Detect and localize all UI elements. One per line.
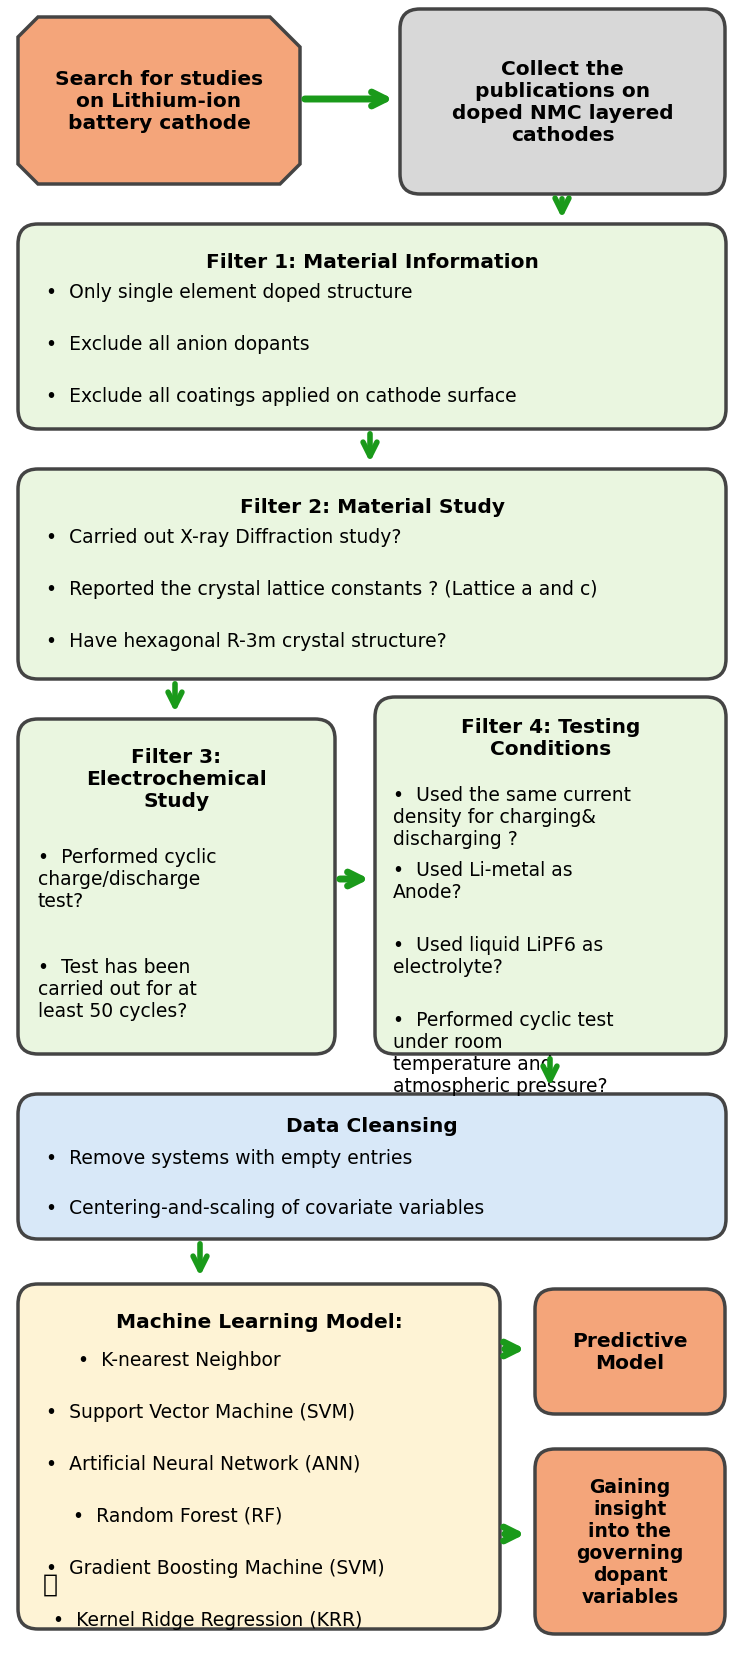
FancyBboxPatch shape <box>18 469 726 679</box>
Text: •  Only single element doped structure: • Only single element doped structure <box>46 283 413 302</box>
Text: Machine Learning Model:: Machine Learning Model: <box>116 1312 402 1331</box>
Text: •  Reported the crystal lattice constants ? (Lattice a and c): • Reported the crystal lattice constants… <box>46 580 598 598</box>
Text: •  Remove systems with empty entries: • Remove systems with empty entries <box>46 1148 413 1167</box>
FancyBboxPatch shape <box>400 10 725 196</box>
FancyBboxPatch shape <box>18 1284 500 1629</box>
Text: •  Have hexagonal R-3m crystal structure?: • Have hexagonal R-3m crystal structure? <box>46 631 447 651</box>
Text: •  Performed cyclic test
under room
temperature and
atmospheric pressure?: • Performed cyclic test under room tempe… <box>393 1011 614 1095</box>
PathPatch shape <box>18 18 300 186</box>
Text: Collect the
publications on
doped NMC layered
cathodes: Collect the publications on doped NMC la… <box>451 60 674 144</box>
Text: •  Exclude all anion dopants: • Exclude all anion dopants <box>46 335 310 355</box>
FancyBboxPatch shape <box>18 1094 726 1239</box>
Text: Search for studies
on Lithium-ion
battery cathode: Search for studies on Lithium-ion batter… <box>55 70 263 133</box>
FancyBboxPatch shape <box>18 719 335 1054</box>
Text: •  Random Forest (RF): • Random Forest (RF) <box>73 1506 283 1524</box>
Text: Data Cleansing: Data Cleansing <box>286 1117 458 1135</box>
FancyBboxPatch shape <box>535 1289 725 1413</box>
Text: •  Used liquid LiPF6 as
electrolyte?: • Used liquid LiPF6 as electrolyte? <box>393 936 604 976</box>
FancyBboxPatch shape <box>18 225 726 429</box>
Text: Gaining
insight
into the
governing
dopant
variables: Gaining insight into the governing dopan… <box>577 1476 683 1606</box>
FancyBboxPatch shape <box>535 1450 725 1634</box>
Text: Filter 1: Material Information: Filter 1: Material Information <box>206 254 539 272</box>
Text: Filter 2: Material Study: Filter 2: Material Study <box>239 497 504 517</box>
Text: •  Support Vector Machine (SVM): • Support Vector Machine (SVM) <box>46 1402 355 1422</box>
Text: •  Used the same current
density for charging&
discharging ?: • Used the same current density for char… <box>393 785 631 848</box>
Text: •  Exclude all coatings applied on cathode surface: • Exclude all coatings applied on cathod… <box>46 386 517 406</box>
Text: •  Centering-and-scaling of covariate variables: • Centering-and-scaling of covariate var… <box>46 1198 484 1218</box>
Text: •  Kernel Ridge Regression (KRR): • Kernel Ridge Regression (KRR) <box>53 1611 363 1629</box>
FancyBboxPatch shape <box>375 698 726 1054</box>
Text: •  Carried out X-ray Diffraction study?: • Carried out X-ray Diffraction study? <box>46 527 401 547</box>
Text: •  Gradient Boosting Machine (SVM): • Gradient Boosting Machine (SVM) <box>46 1558 385 1577</box>
Text: Filter 4: Testing
Conditions: Filter 4: Testing Conditions <box>461 717 640 759</box>
Text: Filter 3:
Electrochemical
Study: Filter 3: Electrochemical Study <box>86 747 267 810</box>
Text: •  Test has been
carried out for at
least 50 cycles?: • Test has been carried out for at least… <box>38 958 197 1021</box>
Text: Predictive
Model: Predictive Model <box>572 1331 688 1372</box>
Text: •  Artificial Neural Network (ANN): • Artificial Neural Network (ANN) <box>46 1455 360 1473</box>
Text: •  K-nearest Neighbor: • K-nearest Neighbor <box>78 1350 280 1369</box>
Text: •  Performed cyclic
charge/discharge
test?: • Performed cyclic charge/discharge test… <box>38 847 216 910</box>
Text: •  Used Li-metal as
Anode?: • Used Li-metal as Anode? <box>393 860 573 901</box>
Text: 💡: 💡 <box>43 1572 57 1596</box>
